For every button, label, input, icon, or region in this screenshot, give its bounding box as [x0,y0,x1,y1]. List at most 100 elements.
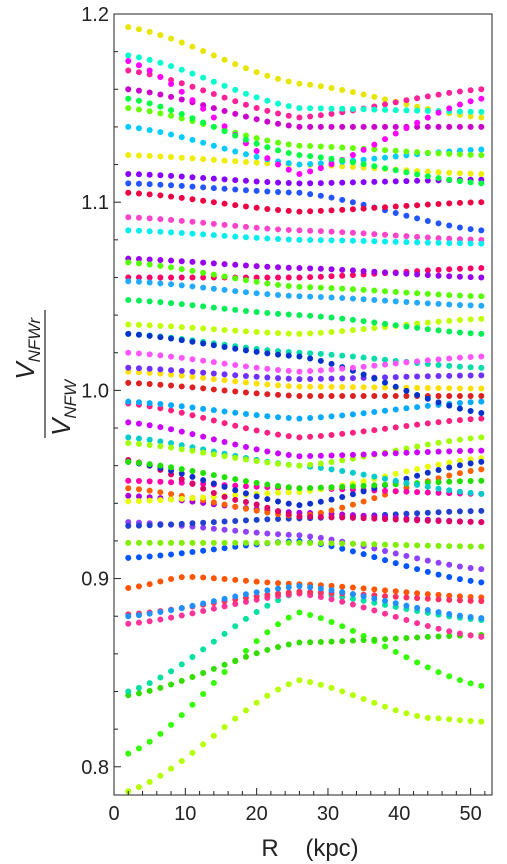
data-point [253,135,260,142]
data-point [328,496,335,503]
data-point [296,639,303,646]
data-point [125,498,132,505]
data-point [210,680,217,687]
data-point [242,373,249,380]
data-point [125,278,132,285]
data-point [275,281,282,288]
data-point [210,499,217,506]
data-point [435,439,442,446]
data-point [424,509,431,516]
data-point [210,480,217,487]
data-point [285,392,292,399]
data-point [467,98,474,105]
data-point [349,163,356,170]
data-point [478,466,485,473]
data-point [392,516,399,523]
data-point [456,630,463,637]
data-point [264,72,271,79]
data-point [146,28,153,35]
data-point [221,123,228,130]
data-point [168,335,175,342]
data-point [189,136,196,143]
data-point [168,367,175,374]
data-point [210,407,217,414]
data-point [328,375,335,382]
data-point [275,460,282,467]
data-point [371,586,378,593]
data-point [317,284,324,291]
data-point [221,326,228,333]
data-point [360,384,367,391]
data-point [360,428,367,435]
data-point [414,481,421,488]
data-point [210,156,217,163]
data-point [456,405,463,412]
data-point [392,298,399,305]
data-point [135,554,142,561]
data-point [317,165,324,172]
data-point [328,540,335,547]
data-point [392,406,399,413]
data-point [242,528,249,535]
data-point [232,492,239,499]
data-point [307,639,314,646]
data-point [253,178,260,185]
data-point [360,451,367,458]
data-point [403,634,410,641]
data-point [446,235,453,242]
data-point [221,669,228,676]
data-point [157,772,164,779]
data-point [414,590,421,597]
data-point [157,489,164,496]
data-point [157,110,164,117]
data-point [446,292,453,299]
data-point [478,170,485,177]
data-point [125,330,132,337]
data-point [200,48,207,55]
data-point [360,371,367,378]
data-point [456,354,463,361]
data-point [210,490,217,497]
data-point [435,356,442,363]
data-point [285,461,292,468]
data-point [467,597,474,604]
data-point [435,715,442,722]
data-point [403,233,410,240]
data-point [478,519,485,526]
data-point [146,422,153,429]
data-point [392,648,399,655]
data-point [435,591,442,598]
data-point [467,170,474,177]
data-point [424,623,431,630]
data-point [456,273,463,280]
data-point [339,123,346,130]
data-point [307,236,314,243]
data-point [456,417,463,424]
data-point [467,460,474,467]
data-point [414,404,421,411]
data-point [135,69,142,76]
data-point [371,123,378,130]
data-point [403,212,410,219]
data-point [328,638,335,645]
data-point [456,199,463,206]
data-point [424,402,431,409]
data-point [296,142,303,149]
data-point [168,35,175,42]
data-point [264,329,271,336]
data-point [200,303,207,310]
data-point [371,515,378,522]
data-point [146,539,153,546]
data-point [253,412,260,419]
data-point [456,470,463,477]
data-point [317,357,324,364]
data-point [328,85,335,92]
data-point [478,615,485,622]
data-point [168,63,175,70]
data-point [157,405,164,412]
data-point [371,93,378,100]
data-point [456,292,463,299]
data-point [210,326,217,333]
data-point [435,272,442,279]
data-point [232,601,239,608]
